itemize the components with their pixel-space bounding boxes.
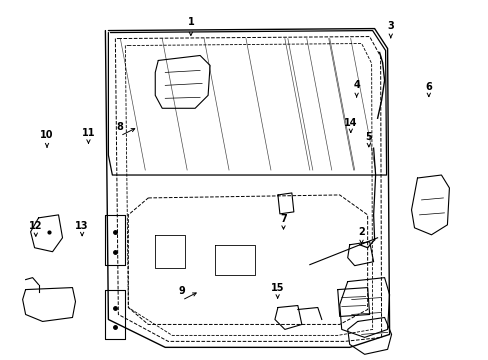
Text: 7: 7 xyxy=(280,214,286,224)
Text: 15: 15 xyxy=(270,283,284,293)
Text: 9: 9 xyxy=(178,286,185,296)
Text: 2: 2 xyxy=(357,227,364,237)
Text: 8: 8 xyxy=(117,122,123,132)
Text: 12: 12 xyxy=(29,221,42,231)
Text: 4: 4 xyxy=(352,80,359,90)
Text: 14: 14 xyxy=(344,118,357,128)
Text: 6: 6 xyxy=(425,82,431,92)
Text: 1: 1 xyxy=(187,17,194,27)
Text: 5: 5 xyxy=(365,132,371,142)
Text: 10: 10 xyxy=(40,130,54,140)
Text: 13: 13 xyxy=(75,221,89,231)
Text: 3: 3 xyxy=(386,21,393,31)
Text: 11: 11 xyxy=(81,129,95,138)
